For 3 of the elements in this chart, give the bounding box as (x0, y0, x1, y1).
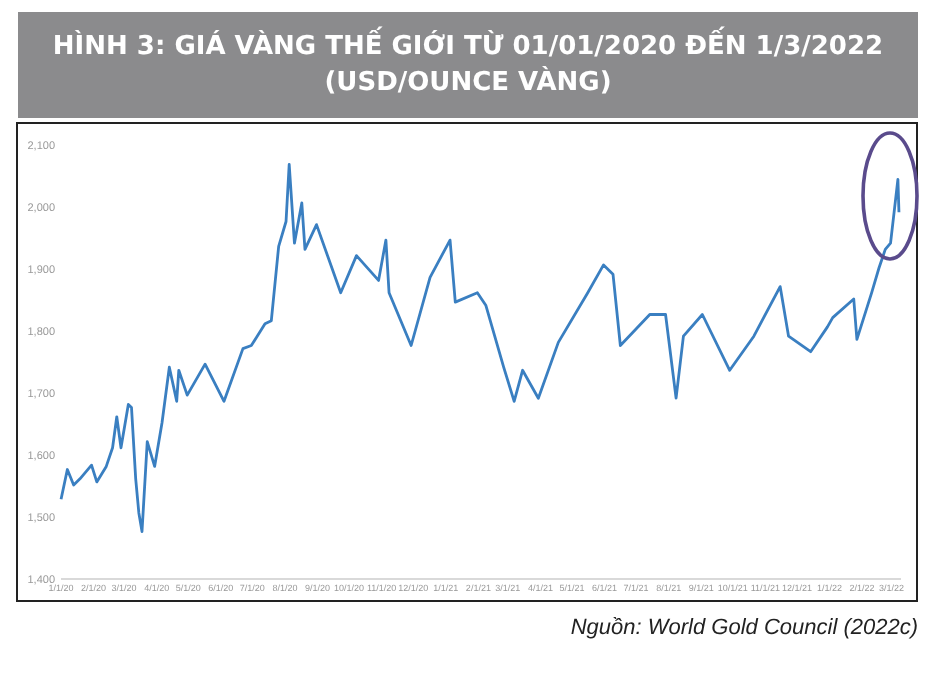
chart-title: HÌNH 3: GIÁ VÀNG THẾ GIỚI TỪ 01/01/2020 ĐẾN 1/3/2022 (USD/OUNCE VÀNG) (18, 12, 918, 118)
line-series (59, 163, 901, 533)
text: Nguồn: World Gold Council (2022c) (570, 616, 918, 640)
